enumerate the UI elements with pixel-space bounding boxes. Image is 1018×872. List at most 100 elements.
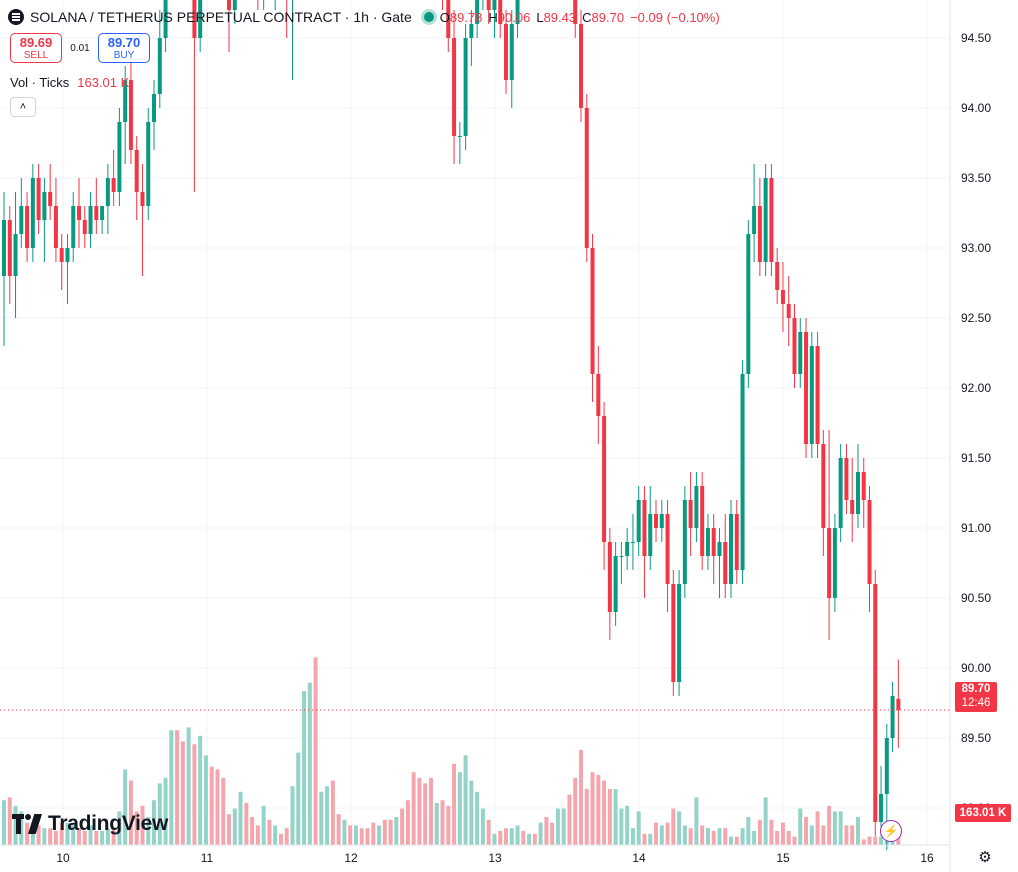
volume-bar bbox=[798, 808, 803, 845]
volume-bar bbox=[2, 800, 6, 845]
volume-bar bbox=[746, 817, 751, 845]
candle-body bbox=[775, 262, 780, 290]
chevron-up-icon[interactable]: ˄ bbox=[10, 97, 36, 117]
candle-body bbox=[515, 0, 520, 24]
volume-bar bbox=[157, 783, 162, 845]
volume-bar bbox=[365, 828, 370, 845]
volume-bar bbox=[590, 772, 595, 845]
last-price-tag: 89.70 12:46 bbox=[955, 682, 997, 712]
candle-body bbox=[665, 514, 670, 584]
candle-body bbox=[861, 472, 866, 500]
volume-bar bbox=[59, 822, 64, 845]
volume-bar bbox=[486, 819, 491, 845]
candle-body bbox=[163, 0, 168, 38]
volume-bar bbox=[290, 786, 295, 845]
candle-body bbox=[573, 0, 578, 24]
candle-body bbox=[7, 220, 12, 276]
volume-bar bbox=[244, 803, 249, 845]
candle-body bbox=[452, 38, 457, 136]
y-tick-label: 90.00 bbox=[961, 661, 991, 675]
candle-body bbox=[82, 220, 87, 234]
gear-icon[interactable]: ⚙ bbox=[978, 849, 992, 866]
volume-legend[interactable]: Vol · Ticks 163.01 K bbox=[10, 75, 129, 90]
volume-bar bbox=[550, 822, 555, 845]
volume-bar bbox=[105, 828, 110, 845]
candle-body bbox=[463, 38, 468, 136]
candle-body bbox=[804, 332, 809, 444]
volume-bar bbox=[330, 780, 335, 845]
y-tick-label: 92.00 bbox=[961, 381, 991, 395]
last-price-label: 89.70 bbox=[961, 683, 991, 695]
volume-bar bbox=[296, 752, 301, 845]
candle-body bbox=[746, 234, 751, 374]
candle-body bbox=[815, 346, 820, 444]
volume-bar bbox=[175, 730, 180, 845]
candle-body bbox=[763, 178, 768, 262]
candle-body bbox=[53, 206, 58, 248]
volume-bar bbox=[827, 805, 832, 845]
spread-value: 0.01 bbox=[70, 42, 90, 54]
candle-body bbox=[579, 24, 583, 108]
volume-bar bbox=[780, 822, 785, 845]
candle-body bbox=[729, 514, 734, 584]
volume-bar bbox=[278, 833, 283, 845]
volume-bar bbox=[723, 828, 728, 845]
x-tick-label: 11 bbox=[201, 851, 214, 865]
tradingview-mark-icon bbox=[12, 814, 42, 834]
sell-button[interactable]: 89.69 SELL bbox=[10, 33, 62, 63]
candle-body bbox=[105, 178, 110, 206]
symbol-list-icon[interactable] bbox=[8, 9, 24, 25]
volume-bar bbox=[515, 825, 520, 845]
candle-body bbox=[890, 696, 895, 738]
candle-body bbox=[659, 514, 664, 528]
candle-body bbox=[734, 514, 739, 570]
volume-bar bbox=[821, 825, 826, 845]
volume-bar bbox=[452, 763, 457, 845]
volume-bar bbox=[521, 831, 526, 845]
candle-body bbox=[146, 122, 151, 206]
volume-bar bbox=[792, 836, 797, 845]
symbol-title[interactable]: SOLANA / TETHERUS PERPETUAL CONTRACT · 1… bbox=[30, 9, 412, 25]
lightning-icon[interactable]: ⚡ bbox=[880, 820, 902, 842]
candle-body bbox=[19, 206, 24, 234]
close-value: 89.70 bbox=[591, 9, 625, 25]
volume-bar bbox=[19, 811, 24, 845]
candle-body bbox=[30, 178, 35, 248]
price-scale: 88.5089.0089.5090.0090.5091.0091.5092.00… bbox=[961, 31, 991, 872]
volume-bar bbox=[688, 828, 693, 845]
candle-body bbox=[117, 122, 122, 192]
volume-bar bbox=[146, 817, 151, 845]
candle-body bbox=[723, 542, 728, 584]
candle-body bbox=[711, 528, 716, 556]
high-value: 90.06 bbox=[497, 9, 531, 25]
logo-text: TradingView bbox=[48, 812, 169, 835]
volume-bar bbox=[734, 836, 739, 845]
volume-bar bbox=[388, 819, 393, 845]
volume-bar bbox=[313, 657, 318, 845]
candle-body bbox=[786, 304, 791, 318]
volume-bar bbox=[711, 831, 716, 845]
x-tick-label: 15 bbox=[776, 851, 790, 865]
candle-body bbox=[492, 0, 497, 10]
candle-body bbox=[157, 38, 162, 94]
countdown-label: 12:46 bbox=[961, 697, 991, 709]
volume-bar bbox=[705, 828, 710, 845]
volume-bar bbox=[729, 836, 734, 845]
market-open-dot-icon bbox=[423, 12, 434, 22]
volume-bars bbox=[2, 657, 901, 845]
y-tick-label: 90.50 bbox=[961, 591, 991, 605]
candle-body bbox=[867, 500, 872, 584]
volume-bar bbox=[400, 808, 405, 845]
candle-body bbox=[77, 206, 82, 220]
volume-bar bbox=[186, 727, 191, 845]
volume-bar bbox=[71, 822, 76, 845]
x-tick-label: 16 bbox=[920, 851, 934, 865]
volume-bar bbox=[694, 797, 699, 845]
buy-button[interactable]: 89.70 BUY bbox=[98, 33, 150, 63]
candle-body bbox=[654, 514, 659, 528]
volume-bar bbox=[607, 789, 612, 845]
tradingview-logo[interactable]: TradingView bbox=[12, 812, 168, 836]
volume-bar bbox=[405, 800, 410, 845]
y-tick-label: 93.50 bbox=[961, 171, 991, 185]
